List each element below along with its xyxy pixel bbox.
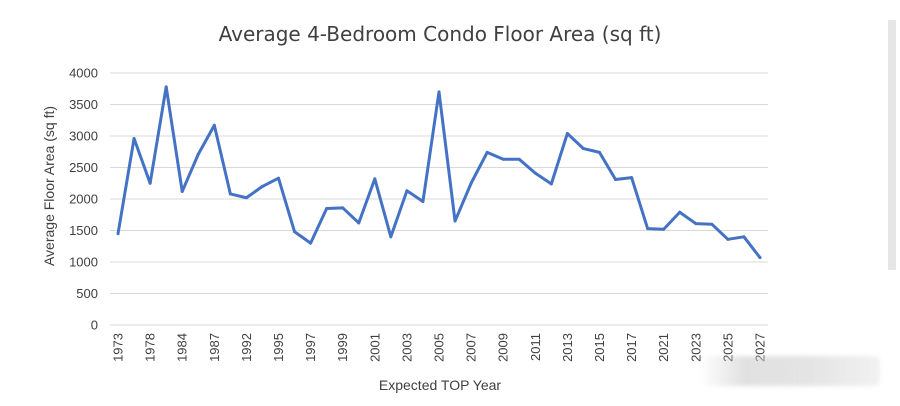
data-point (758, 256, 762, 260)
y-tick-label: 2000 (69, 192, 98, 207)
data-point (421, 200, 425, 204)
x-tick-label: 2005 (432, 333, 447, 362)
y-tick-label: 3000 (69, 129, 98, 144)
data-point (485, 150, 489, 154)
x-tick-label: 2027 (752, 333, 767, 362)
y-tick-label: 0 (91, 318, 98, 333)
data-point (678, 210, 682, 214)
data-point (325, 206, 329, 210)
data-point (597, 150, 601, 154)
data-point (646, 227, 650, 231)
data-point (260, 184, 264, 188)
data-point (341, 206, 345, 210)
data-point (164, 85, 168, 89)
x-tick-label: 1978 (143, 333, 158, 362)
data-point (453, 219, 457, 223)
data-point (180, 189, 184, 193)
x-tick-label: 2009 (496, 333, 511, 362)
frame-edge (888, 20, 896, 270)
data-point (517, 157, 521, 161)
x-tick-label: 2015 (592, 333, 607, 362)
data-point (212, 123, 216, 127)
data-point (405, 189, 409, 193)
data-point (581, 147, 585, 151)
data-point (662, 227, 666, 231)
x-tick-label: 2007 (464, 333, 479, 362)
x-tick-label: 2001 (367, 333, 382, 362)
data-point (293, 230, 297, 234)
x-tick-label: 1999 (335, 333, 350, 362)
data-point (228, 192, 232, 196)
y-tick-labels: 0 500 1000 1500 2000 2500 3000 3500 4000 (69, 66, 98, 333)
data-point (148, 181, 152, 185)
data-point (710, 222, 714, 226)
watermark (700, 356, 880, 386)
data-point (389, 235, 393, 239)
data-point (116, 232, 120, 236)
data-point (309, 241, 313, 245)
x-tick-label: 2013 (560, 333, 575, 362)
x-tick-label: 1992 (239, 333, 254, 362)
y-tick-label: 500 (76, 286, 98, 301)
x-tick-label: 1984 (175, 333, 190, 362)
data-point (726, 237, 730, 241)
y-tick-label: 1000 (69, 255, 98, 270)
data-point (742, 235, 746, 239)
y-tick-label: 4000 (69, 66, 98, 81)
x-tick-label: 2025 (720, 333, 735, 362)
x-tick-label: 1987 (207, 333, 222, 362)
data-point (565, 131, 569, 135)
data-point (549, 182, 553, 186)
data-point (196, 152, 200, 156)
data-point (469, 181, 473, 185)
y-tick-label: 1500 (69, 223, 98, 238)
data-point (244, 196, 248, 200)
data-point (630, 176, 634, 180)
x-tick-label: 1973 (111, 333, 126, 362)
x-tick-label: 2023 (688, 333, 703, 362)
y-tick-label: 2500 (69, 160, 98, 175)
x-tick-label: 2021 (656, 333, 671, 362)
y-tick-label: 3500 (69, 97, 98, 112)
data-point (437, 90, 441, 94)
data-point (501, 157, 505, 161)
gridlines (110, 72, 768, 326)
data-point (373, 177, 377, 181)
x-tick-labels: 1973 1978 1984 1987 1992 1995 1997 1999 2001 2003… (111, 333, 768, 362)
data-point (357, 221, 361, 225)
x-tick-label: 2017 (624, 333, 639, 362)
x-axis-label: Expected TOP Year (378, 377, 502, 393)
series-group (116, 85, 762, 260)
series-line (116, 85, 762, 260)
data-point (614, 177, 618, 181)
x-tick-label: 1997 (303, 333, 318, 362)
data-point (533, 171, 537, 175)
data-point (694, 222, 698, 226)
x-tick-label: 2003 (399, 333, 414, 362)
data-point (132, 137, 136, 141)
x-tick-label: 2011 (528, 333, 543, 361)
chart-title: Average 4-Bedroom Condo Floor Area (sq f… (218, 22, 662, 46)
x-tick-label: 1995 (271, 333, 286, 362)
data-point (277, 176, 281, 180)
